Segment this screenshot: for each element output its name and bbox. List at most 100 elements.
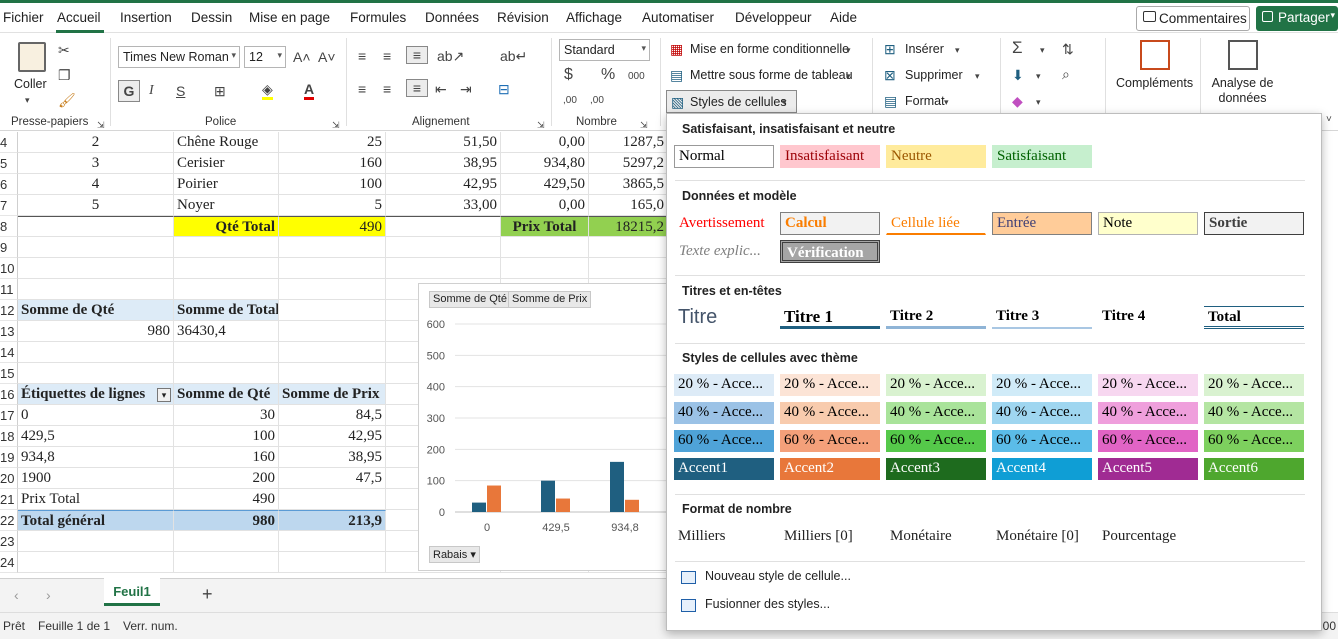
paste-label[interactable]: Coller: [14, 77, 47, 91]
row-header[interactable]: 6: [0, 174, 18, 195]
cell[interactable]: [279, 237, 386, 258]
row-header[interactable]: 4: [0, 132, 18, 153]
align-top-icon[interactable]: ≡: [358, 48, 367, 64]
align-center-icon[interactable]: ≡: [383, 81, 392, 97]
cell[interactable]: Prix Total: [18, 489, 174, 510]
dialog-launcher-icon[interactable]: ⇲: [332, 120, 340, 130]
cell[interactable]: 5: [279, 195, 386, 216]
cell-style-option[interactable]: Accent2: [780, 458, 880, 480]
cell-style-option[interactable]: Titre 2: [886, 306, 986, 329]
cell[interactable]: 18215,2: [589, 216, 668, 237]
row-header[interactable]: 19: [0, 447, 18, 468]
cell-style-option[interactable]: Accent1: [674, 458, 774, 480]
cell[interactable]: [501, 237, 589, 258]
chevron-down-icon[interactable]: ▾: [846, 71, 851, 81]
row-header[interactable]: 7: [0, 195, 18, 216]
font-size-select[interactable]: 12 ▾: [244, 46, 286, 68]
sort-filter-icon[interactable]: ⇅: [1062, 41, 1074, 57]
cell-style-option[interactable]: Monétaire [0]: [996, 528, 1079, 544]
cell[interactable]: Somme de Qté: [18, 300, 174, 321]
format-painter-icon[interactable]: 🖌: [58, 92, 76, 108]
cell-style-option[interactable]: Monétaire: [890, 528, 952, 544]
collapse-ribbon-icon[interactable]: ˅: [1326, 114, 1332, 125]
dialog-launcher-icon[interactable]: ⇲: [640, 120, 648, 130]
cell-style-option[interactable]: Titre 3: [992, 306, 1092, 329]
cell[interactable]: 25: [279, 132, 386, 153]
chevron-down-icon[interactable]: ▾: [955, 45, 960, 55]
cell[interactable]: 5: [18, 195, 174, 216]
currency-icon[interactable]: $: [564, 66, 573, 83]
cell-style-option[interactable]: 40 % - Acce...: [992, 402, 1092, 424]
cell[interactable]: Chêne Rouge: [174, 132, 279, 153]
cell[interactable]: [18, 342, 174, 363]
cell[interactable]: 980: [18, 321, 174, 342]
add-sheet-icon[interactable]: +: [202, 584, 213, 604]
cell[interactable]: 490: [174, 489, 279, 510]
font-grow-icon[interactable]: A˄: [293, 49, 311, 65]
cell-style-option[interactable]: 40 % - Acce...: [1204, 402, 1304, 424]
cell[interactable]: 38,95: [386, 153, 501, 174]
cell-style-option[interactable]: 40 % - Acce...: [886, 402, 986, 424]
cell-style-option[interactable]: Insatisfaisant: [780, 145, 880, 168]
bar-somme-prix[interactable]: [625, 499, 639, 512]
cell[interactable]: Somme de Qté: [174, 384, 279, 405]
orientation-icon[interactable]: ab↗: [437, 48, 465, 64]
row-header[interactable]: 24: [0, 552, 18, 573]
cell[interactable]: 934,80: [501, 153, 589, 174]
cell-style-option[interactable]: 20 % - Acce...: [886, 374, 986, 396]
bar-somme-qte[interactable]: [610, 461, 624, 512]
sheet-tab-feuil1[interactable]: Feuil1: [104, 578, 160, 606]
cell-style-option[interactable]: 40 % - Acce...: [1098, 402, 1198, 424]
field-chip-somme-qte[interactable]: Somme de Qté: [429, 291, 511, 308]
cell[interactable]: 1287,5: [589, 132, 668, 153]
cell-style-option[interactable]: Accent5: [1098, 458, 1198, 480]
addins-icon[interactable]: [1140, 40, 1170, 70]
decrease-decimal-icon[interactable]: ,00: [590, 95, 604, 106]
italic-button[interactable]: I: [149, 83, 154, 98]
cell[interactable]: Total général: [18, 510, 174, 531]
cell[interactable]: 47,5: [279, 468, 386, 489]
row-header[interactable]: 9: [0, 237, 18, 258]
find-select-icon[interactable]: ⌕: [1062, 66, 1070, 82]
chevron-down-icon[interactable]: ▾: [944, 97, 949, 107]
filter-chip-rabais[interactable]: Rabais ▾: [429, 546, 480, 563]
bar-somme-qte[interactable]: [541, 480, 555, 512]
format-cells-button[interactable]: Format: [905, 94, 945, 108]
tab-automatiser[interactable]: Automatiser: [642, 10, 715, 25]
field-chip-somme-prix[interactable]: Somme de Prix: [508, 291, 592, 308]
borders-icon[interactable]: ⊞: [214, 83, 226, 99]
row-header[interactable]: 15: [0, 363, 18, 384]
cell[interactable]: Somme de Total: [174, 300, 279, 321]
bold-button[interactable]: G: [118, 80, 140, 102]
cell[interactable]: 0,00: [501, 132, 589, 153]
cell[interactable]: 100: [279, 174, 386, 195]
cell-style-option[interactable]: 60 % - Acce...: [780, 430, 880, 452]
fill-color-icon[interactable]: ◈: [262, 81, 273, 100]
bar-somme-prix[interactable]: [556, 498, 570, 512]
cell[interactable]: 42,95: [386, 174, 501, 195]
cell-style-option[interactable]: 60 % - Acce...: [1204, 430, 1304, 452]
row-header[interactable]: 22: [0, 510, 18, 531]
tab-revision[interactable]: Révision: [497, 10, 549, 25]
cell-style-option[interactable]: 60 % - Acce...: [886, 430, 986, 452]
font-color-icon[interactable]: A: [304, 81, 315, 100]
cell-style-option[interactable]: Milliers [0]: [784, 528, 853, 544]
cell-style-option[interactable]: Total: [1204, 306, 1304, 329]
cell[interactable]: 30: [174, 405, 279, 426]
cell[interactable]: [589, 258, 668, 279]
row-header[interactable]: 17: [0, 405, 18, 426]
chevron-down-icon[interactable]: ▾: [1036, 97, 1041, 107]
cell[interactable]: 165,0: [589, 195, 668, 216]
cut-icon[interactable]: ✂: [58, 42, 70, 58]
align-middle-icon[interactable]: ≡: [383, 48, 392, 64]
cell[interactable]: 0,00: [501, 195, 589, 216]
cell-style-option[interactable]: 20 % - Acce...: [780, 374, 880, 396]
cell-style-option[interactable]: 60 % - Acce...: [992, 430, 1092, 452]
cell-style-option[interactable]: 60 % - Acce...: [1098, 430, 1198, 452]
pivot-chart[interactable]: Somme de Qté Somme de Prix 600 500 400 300 2…: [418, 283, 669, 571]
cell[interactable]: 100: [174, 426, 279, 447]
chevron-down-icon[interactable]: ▾: [1036, 71, 1041, 81]
cell[interactable]: [279, 552, 386, 573]
cell-style-option[interactable]: Neutre: [886, 145, 986, 168]
cell[interactable]: 160: [174, 447, 279, 468]
